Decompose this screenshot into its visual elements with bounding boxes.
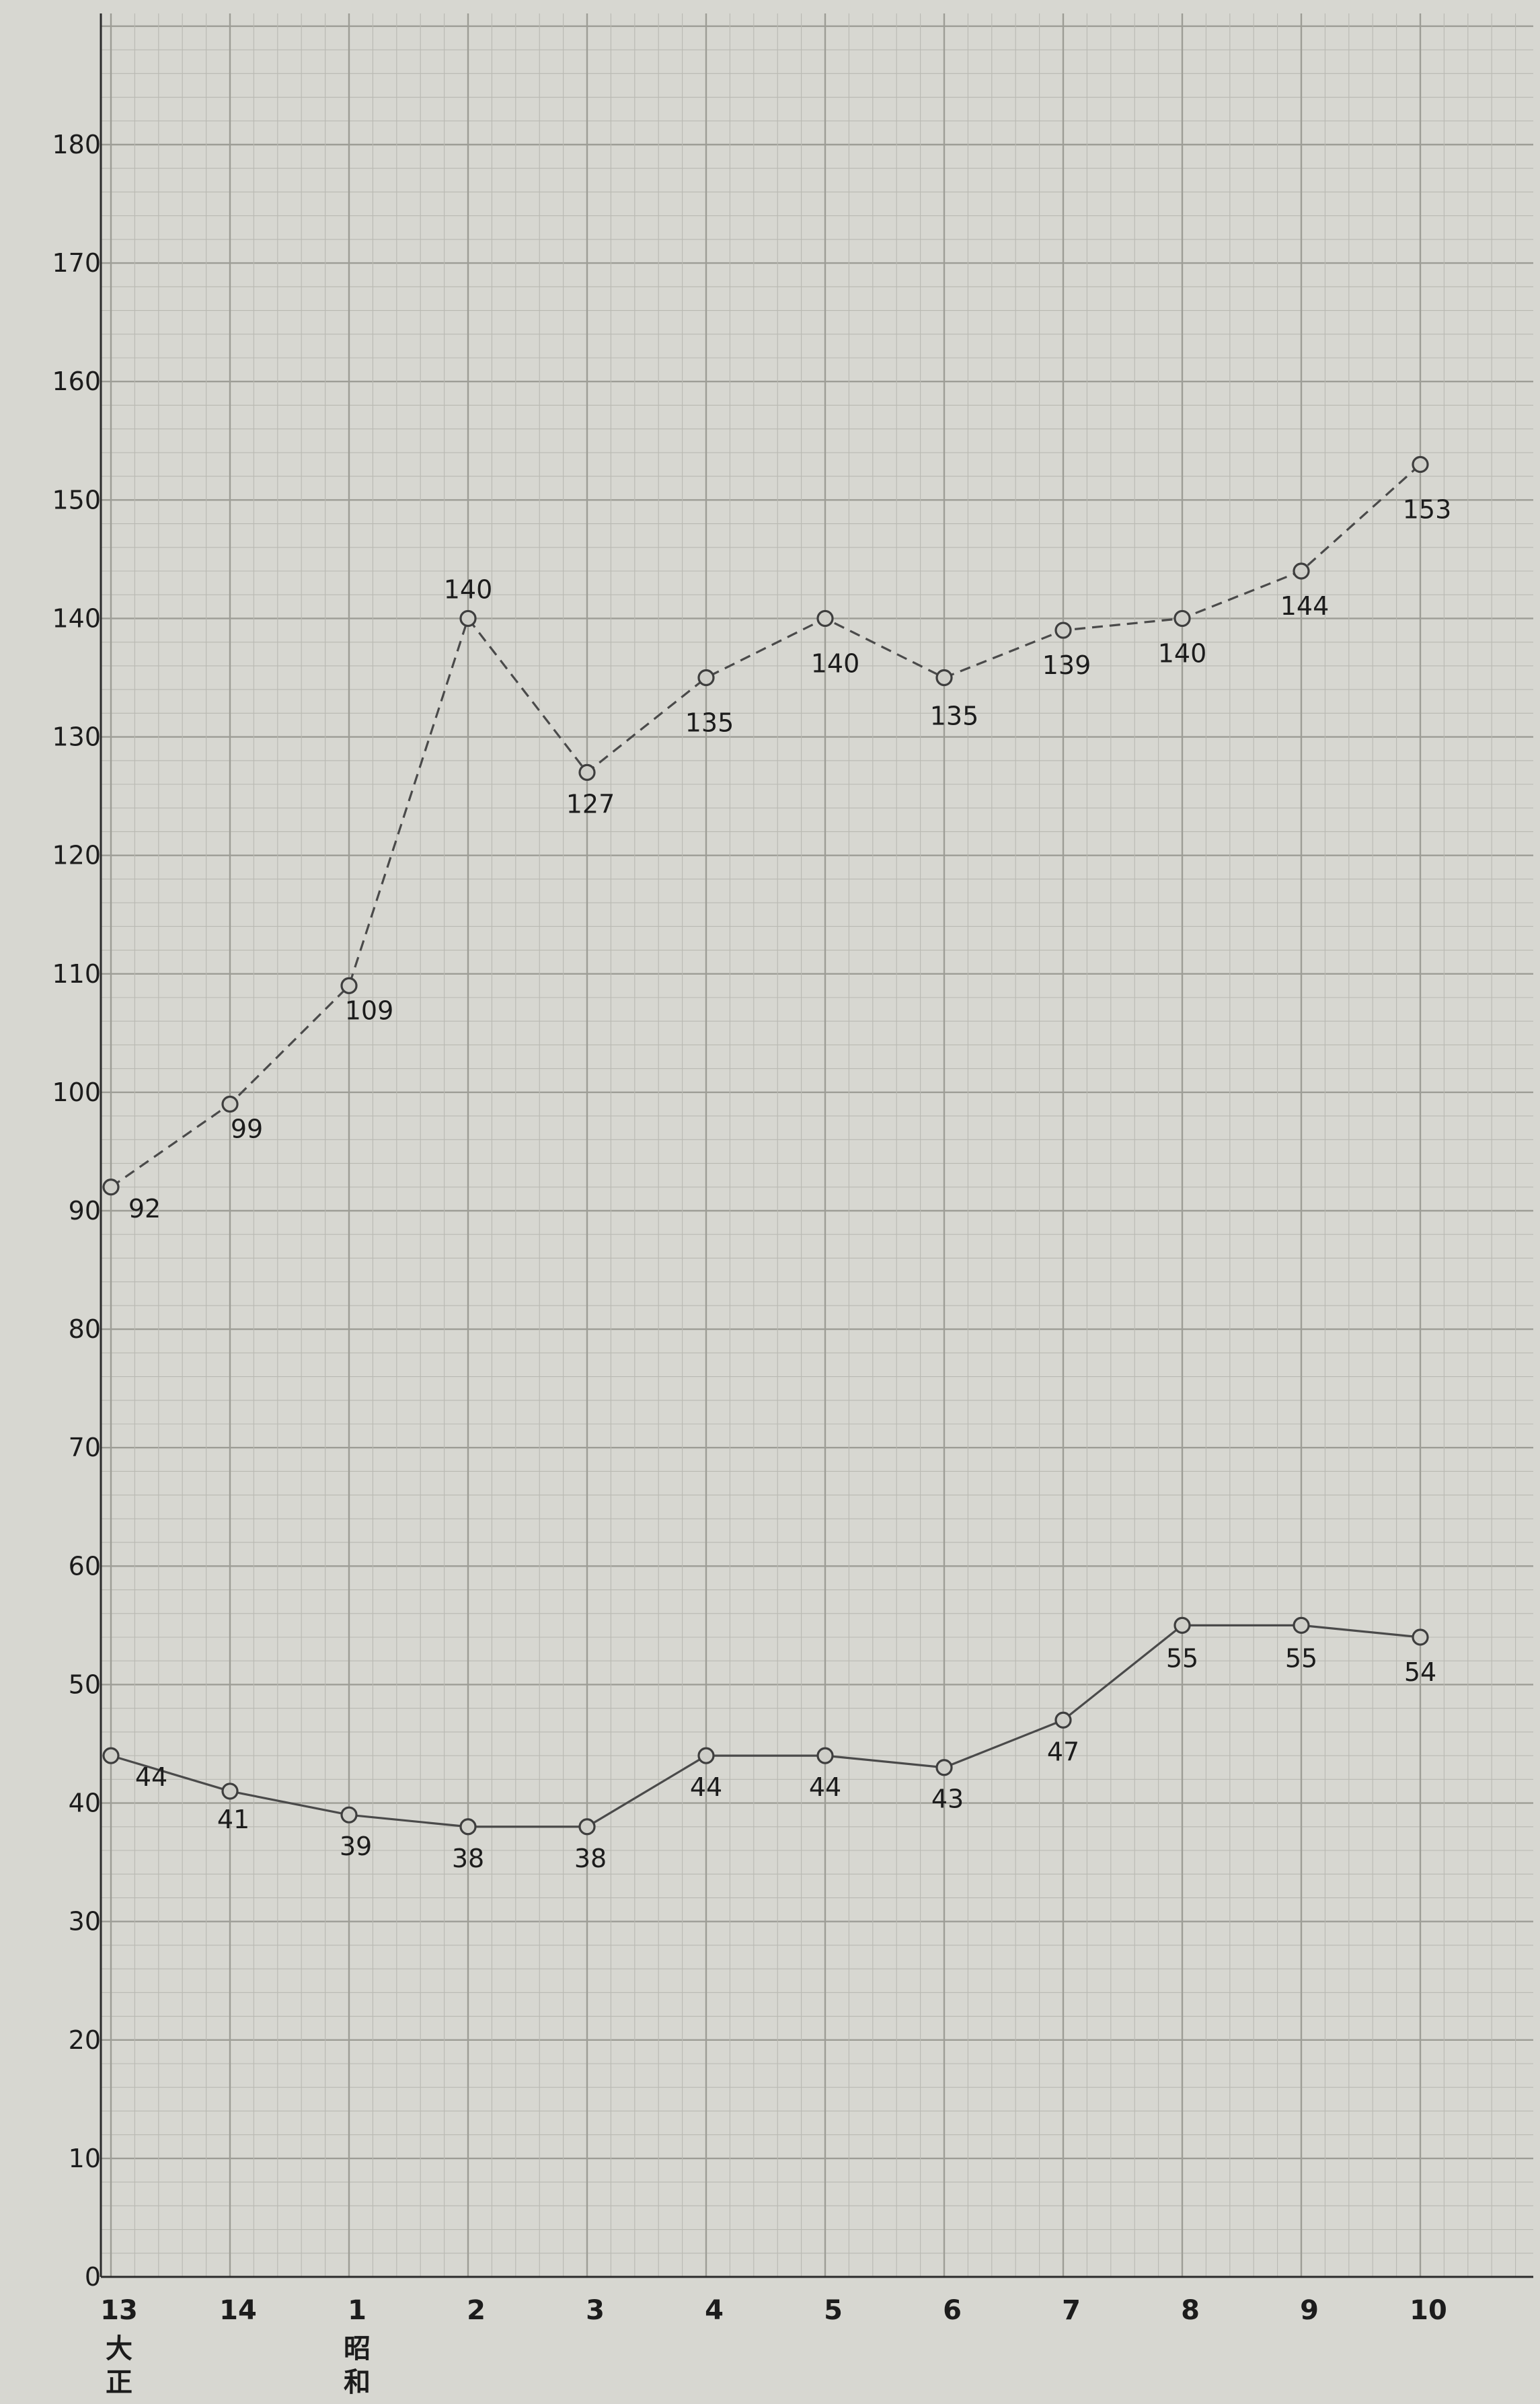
data-label: 153 [1403, 495, 1452, 525]
data-point [1173, 609, 1191, 628]
y-tick-label: 170 [52, 248, 101, 278]
x-tick-label: 1 [348, 2295, 367, 2326]
y-tick-label: 120 [52, 841, 101, 870]
data-label: 44 [135, 1762, 167, 1792]
data-point [340, 1806, 358, 1824]
x-tick-label: 4 [705, 2295, 724, 2326]
x-tick-label: 6 [943, 2295, 962, 2326]
data-point [697, 1747, 715, 1764]
data-point [1054, 1711, 1072, 1729]
series-line [110, 463, 1422, 1189]
series-dashed: 92 99 109 140 127 135 140 135 139 140 144 153 [102, 455, 1452, 1224]
era-label-char: 昭 [344, 2333, 371, 2364]
data-point [578, 763, 596, 781]
era-label-char: 正 [106, 2367, 132, 2398]
era-label-char: 大 [106, 2333, 132, 2364]
data-point [1293, 1616, 1310, 1634]
data-label: 39 [340, 1832, 372, 1861]
data-point [1173, 1616, 1191, 1634]
y-tick-label: 180 [52, 130, 101, 159]
y-tick-label: 100 [52, 1078, 101, 1107]
y-tick-label: 40 [69, 1789, 101, 1818]
era-label-char: 和 [344, 2367, 371, 2398]
x-tick-label: 5 [824, 2295, 843, 2326]
data-label: 135 [685, 708, 734, 738]
y-tick-label: 140 [52, 603, 101, 633]
y-tick-label: 160 [52, 367, 101, 396]
data-point [935, 1759, 953, 1776]
data-point [1054, 622, 1072, 639]
y-tick-label: 90 [69, 1196, 101, 1226]
data-point [340, 977, 358, 994]
data-label: 92 [128, 1194, 161, 1224]
data-label: 55 [1166, 1643, 1198, 1673]
x-tick-label: 8 [1181, 2295, 1200, 2326]
data-point [459, 609, 477, 628]
data-label: 38 [452, 1844, 484, 1873]
data-point [816, 1747, 834, 1764]
data-label: 135 [930, 702, 979, 731]
data-point [459, 1818, 477, 1836]
y-tick-label: 10 [69, 2144, 101, 2173]
data-label: 109 [345, 996, 394, 1025]
data-point [816, 609, 834, 628]
series: 92 99 109 140 127 135 140 135 139 140 144 153 44 41 39… [102, 455, 1452, 1873]
data-label: 140 [811, 648, 860, 678]
data-point [221, 1095, 239, 1113]
series-solid: 44 41 39 38 38 44 44 43 47 55 55 54 [102, 1616, 1436, 1873]
data-label: 139 [1042, 650, 1091, 680]
x-tick-label: 9 [1300, 2295, 1319, 2326]
data-label: 144 [1280, 591, 1330, 621]
x-tick-label: 3 [586, 2295, 605, 2326]
x-tick-label: 7 [1062, 2295, 1081, 2326]
data-label: 140 [444, 574, 493, 604]
data-point [102, 1747, 120, 1764]
y-tick-label: 20 [69, 2025, 101, 2055]
x-tick-label: 2 [467, 2295, 486, 2326]
y-tick-label: 60 [69, 1551, 101, 1581]
data-label: 54 [1404, 1657, 1436, 1687]
data-label: 99 [231, 1115, 263, 1144]
y-tick-label: 80 [69, 1314, 101, 1344]
data-label: 44 [809, 1772, 841, 1802]
y-tick-label: 70 [69, 1433, 101, 1462]
data-point [1293, 562, 1310, 580]
y-axis-tick-labels: 0 10 20 30 40 50 60 70 80 90 100 110 120 130 140 150 160… [52, 130, 101, 2292]
x-tick-label: 14 [219, 2295, 257, 2326]
y-tick-label: 110 [52, 959, 101, 989]
data-point [578, 1818, 596, 1836]
x-tick-label: 13 [100, 2295, 138, 2326]
data-label: 140 [1158, 638, 1207, 668]
y-tick-label: 50 [69, 1669, 101, 1699]
data-point [1412, 1628, 1429, 1646]
y-tick-label: 30 [69, 1907, 101, 1937]
x-tick-label: 10 [1410, 2295, 1447, 2326]
axes [100, 13, 1533, 2278]
data-label: 55 [1285, 1643, 1317, 1673]
data-label: 44 [690, 1772, 722, 1802]
y-tick-label: 150 [52, 485, 101, 515]
data-point [1412, 455, 1429, 474]
y-tick-label: 0 [85, 2262, 101, 2292]
data-point [102, 1178, 120, 1196]
data-point [935, 669, 953, 687]
data-label: 127 [566, 789, 615, 819]
data-point [697, 669, 715, 687]
grid [101, 13, 1533, 2278]
y-tick-label: 130 [52, 722, 101, 752]
data-label: 43 [931, 1785, 964, 1814]
data-point [221, 1782, 239, 1800]
data-label: 41 [217, 1805, 249, 1834]
data-label: 38 [574, 1844, 607, 1873]
data-label: 47 [1047, 1737, 1079, 1766]
x-axis-tick-labels: 13 14 1 2 3 4 5 6 7 8 9 10 大正 昭和 [100, 2295, 1447, 2398]
series-line [110, 1624, 1421, 1828]
